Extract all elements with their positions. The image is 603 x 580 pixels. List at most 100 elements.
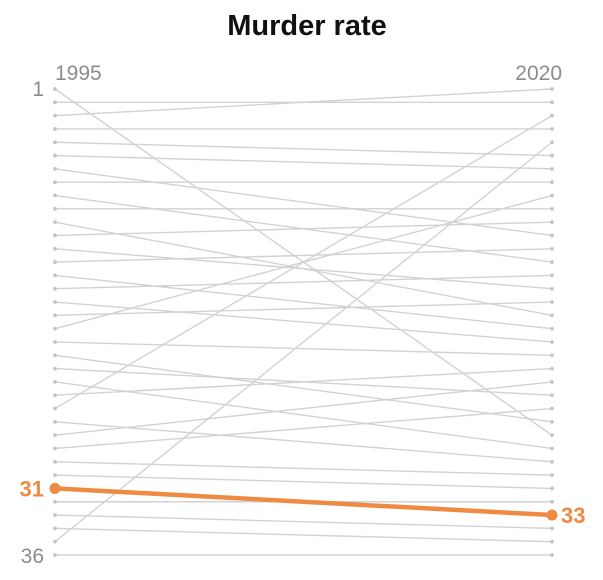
series-dot-start-17: [53, 300, 57, 304]
series-dot-end-22: [550, 393, 554, 398]
series-dot-start-12: [53, 233, 57, 238]
series-dot-start-27: [53, 433, 57, 438]
series-dot-start-21: [53, 353, 57, 358]
series-line-15: [54, 274, 553, 330]
highlight-line: [52, 486, 555, 518]
series-dot-start-14: [53, 260, 57, 264]
series-dot-start-13: [53, 246, 57, 251]
series-dot-end-4: [550, 127, 554, 131]
series-dot-start-30: [53, 473, 57, 478]
series-dot-start-10: [53, 206, 57, 211]
series-dot-start-7: [53, 166, 57, 171]
series-dot-end-27: [550, 380, 554, 384]
series-line-18: [54, 301, 553, 317]
series-line-23: [54, 381, 553, 450]
series-dot-start-25: [53, 406, 57, 411]
series-line-30: [54, 474, 553, 490]
series-dot-end-16: [550, 273, 554, 278]
series-dot-start-23: [53, 380, 57, 384]
series-dot-end-5: [550, 153, 554, 158]
series-dot-end-13: [550, 286, 554, 291]
series-dot-end-12: [550, 220, 554, 225]
series-dot-end-17: [550, 340, 554, 344]
x-label-end: 2020: [515, 62, 562, 85]
series-dot-end-6: [550, 166, 554, 171]
series-dot-start-6: [53, 153, 57, 158]
series-dot-end-21: [550, 419, 554, 424]
highlight-label-start: 31: [20, 476, 44, 501]
series-line-35: [54, 141, 553, 543]
series-dot-start-33: [53, 513, 57, 517]
series-line-24: [54, 367, 553, 396]
series-dot-end-18: [550, 300, 554, 304]
highlight-dot-start: [49, 482, 61, 494]
series-line-21: [54, 354, 553, 423]
series-line-16: [54, 274, 553, 290]
series-dot-start-32: [53, 499, 57, 504]
series-dot-end-9: [550, 260, 554, 264]
series-dot-end-35: [550, 140, 554, 145]
series-dot-start-15: [53, 273, 57, 278]
series-dot-start-19: [53, 326, 57, 331]
series-dot-end-15: [550, 326, 554, 331]
series-line-33: [54, 514, 553, 530]
series-dot-start-29: [53, 459, 57, 464]
series-dot-start-35: [53, 539, 57, 544]
series-dot-start-4: [53, 127, 57, 131]
series-line-5: [54, 141, 553, 157]
highlight-dot-end: [546, 509, 558, 521]
series-line-28: [54, 407, 553, 450]
series-line-17: [54, 301, 553, 343]
background-lines: [53, 87, 554, 557]
series-dot-end-3: [550, 87, 554, 91]
series-line-3: [54, 88, 553, 117]
series-dot-start-11: [53, 220, 57, 225]
series-dot-end-24: [550, 366, 554, 371]
series-dot-end-7: [550, 233, 554, 238]
series-dot-end-29: [550, 473, 554, 478]
series-dot-end-26: [550, 459, 554, 464]
series-dot-start-5: [53, 140, 57, 145]
series-dot-end-14: [550, 246, 554, 251]
series-line-25: [54, 115, 553, 410]
series-dot-start-2: [53, 100, 57, 105]
series-line-6: [54, 154, 553, 170]
series-dot-end-2: [550, 100, 554, 105]
series-dot-end-11: [550, 313, 554, 318]
series-dot-end-28: [550, 406, 554, 411]
series-line-27: [54, 381, 553, 436]
x-label-start: 1995: [55, 62, 102, 85]
series-line-34: [54, 527, 553, 543]
series-line-12: [54, 221, 553, 237]
series-dot-start-36: [53, 553, 57, 557]
series-dot-start-9: [53, 193, 57, 198]
series-dot-end-23: [550, 446, 554, 451]
series-dot-start-18: [53, 313, 57, 318]
series-dot-end-36: [550, 553, 554, 557]
series-dot-end-33: [550, 526, 554, 531]
series-dot-end-32: [550, 499, 554, 504]
series-line-20: [54, 341, 553, 356]
series-line-26: [54, 421, 553, 463]
series-dot-start-1: [53, 87, 57, 91]
series-line-29: [54, 461, 553, 476]
chart-title: Murder rate: [227, 10, 387, 42]
series-dot-start-26: [53, 419, 57, 424]
series-dot-start-8: [53, 180, 57, 185]
series-dot-end-10: [550, 206, 554, 211]
series-dot-end-34: [550, 539, 554, 544]
series-line-13: [54, 248, 553, 290]
series-dot-start-34: [53, 526, 57, 531]
y-tick-bottom: 36: [21, 545, 44, 568]
series-dot-start-20: [53, 340, 57, 344]
series-line-14: [54, 248, 553, 263]
series-dot-end-30: [550, 486, 554, 491]
y-tick-top: 1: [32, 78, 44, 101]
series-dot-start-3: [53, 113, 57, 118]
series-dot-start-22: [53, 366, 57, 371]
highlight-series: [49, 482, 558, 521]
series-dot-end-1: [550, 433, 554, 438]
series-dot-start-28: [53, 446, 57, 451]
series-dot-start-16: [53, 286, 57, 291]
